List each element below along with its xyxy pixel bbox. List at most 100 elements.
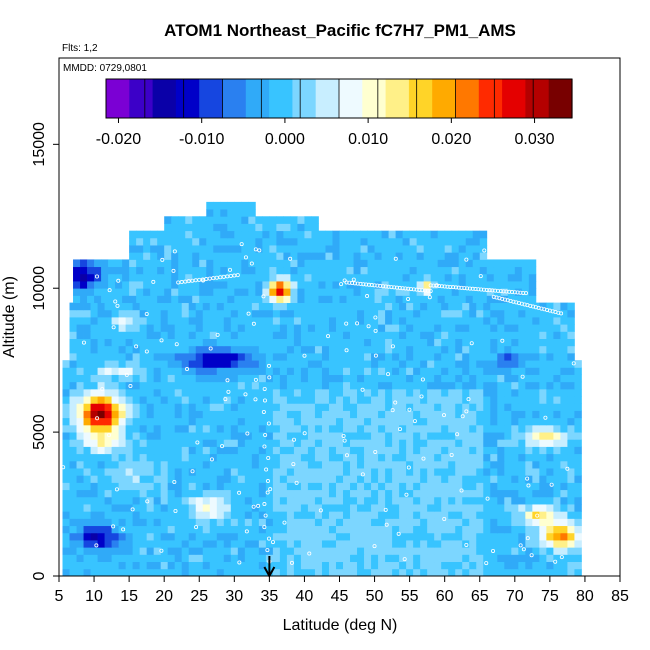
heatmap-cell: [497, 381, 505, 390]
heatmap-cell: [132, 374, 141, 383]
heatmap-cell: [448, 540, 456, 548]
heatmap-cell: [381, 266, 389, 275]
heatmap-cell: [325, 266, 333, 275]
heatmap-cell: [525, 568, 533, 577]
heatmap-cell: [420, 396, 428, 404]
heatmap-cell: [378, 388, 386, 397]
heatmap-cell: [143, 252, 151, 260]
heatmap-cell: [511, 360, 519, 368]
heatmap-cell: [367, 266, 375, 275]
heatmap-cell: [455, 338, 463, 347]
heatmap-cell: [427, 482, 435, 491]
heatmap-cell: [213, 295, 221, 304]
heatmap-cell: [181, 367, 190, 375]
heatmap-cell: [153, 489, 162, 498]
heatmap-cell: [448, 331, 456, 339]
heatmap-cell: [546, 388, 554, 397]
heatmap-cell: [399, 302, 407, 311]
heatmap-cell: [216, 489, 225, 498]
heatmap-cell: [546, 525, 554, 534]
heatmap-cell: [441, 468, 449, 476]
heatmap-cell: [328, 331, 337, 339]
heatmap-cell: [104, 496, 112, 505]
flight-track-point: [427, 295, 432, 300]
heatmap-cell: [437, 230, 446, 239]
heatmap-cell: [125, 367, 134, 375]
heatmap-cell: [188, 381, 197, 390]
heatmap-cell: [455, 475, 463, 483]
heatmap-cell: [441, 489, 449, 498]
heatmap-cell: [230, 496, 239, 505]
heatmap-cell: [532, 331, 540, 339]
heatmap-cell: [353, 273, 361, 282]
heatmap-cell: [104, 309, 112, 318]
heatmap-cell: [413, 525, 421, 534]
heatmap-cell: [350, 381, 358, 390]
heatmap-cell: [378, 403, 386, 411]
heatmap-cell: [62, 439, 70, 447]
flight-track-point: [351, 277, 356, 282]
heatmap-cell: [462, 417, 470, 426]
flight-track-point: [339, 282, 344, 287]
heatmap-cell: [507, 273, 516, 282]
heatmap-cell: [69, 388, 77, 397]
colorbar-swatch: [315, 79, 340, 118]
heatmap-cell: [209, 561, 218, 570]
heatmap-cell: [307, 403, 316, 411]
heatmap-cell: [227, 295, 235, 304]
heatmap-cell: [385, 489, 393, 498]
heatmap-cell: [314, 388, 323, 397]
heatmap-cell: [343, 403, 351, 411]
heatmap-cell: [167, 345, 176, 354]
heatmap-cell: [574, 554, 582, 563]
heatmap-cell: [83, 388, 91, 397]
heatmap-cell: [139, 511, 148, 519]
heatmap-cell: [195, 439, 204, 447]
heatmap-cell: [385, 417, 393, 426]
heatmap-cell: [146, 568, 155, 577]
heatmap-cell: [434, 410, 442, 419]
heatmap-cell: [553, 504, 561, 512]
heatmap-cell: [434, 460, 442, 469]
heatmap-cell: [76, 504, 84, 512]
heatmap-cell: [350, 504, 358, 512]
heatmap-cell: [206, 216, 214, 224]
heatmap-cell: [328, 568, 337, 577]
heatmap-cell: [167, 331, 176, 339]
flight-track-point: [500, 338, 505, 343]
heatmap-cell: [206, 273, 214, 282]
heatmap-cell: [174, 554, 183, 563]
heatmap-cell: [290, 266, 298, 275]
heatmap-cell: [132, 432, 141, 440]
heatmap-cell: [290, 230, 298, 239]
heatmap-cell: [125, 381, 134, 390]
heatmap-cell: [251, 432, 260, 440]
heatmap-cell: [125, 561, 134, 570]
heatmap-cell: [160, 532, 169, 541]
heatmap-cell: [511, 547, 519, 555]
heatmap-cell: [441, 424, 449, 433]
heatmap-cell: [458, 281, 467, 289]
heatmap-cell: [83, 309, 91, 318]
heatmap-cell: [286, 504, 295, 512]
heatmap-cell: [297, 216, 305, 224]
heatmap-cell: [195, 317, 204, 325]
heatmap-cell: [378, 496, 386, 505]
heatmap-cell: [497, 424, 505, 433]
heatmap-cell: [413, 561, 421, 570]
heatmap-cell: [504, 302, 512, 311]
heatmap-cell: [567, 345, 575, 354]
heatmap-cell: [504, 504, 512, 512]
heatmap-cell: [227, 252, 235, 260]
heatmap-cell: [402, 252, 411, 260]
heatmap-cell: [504, 518, 512, 527]
heatmap-cell: [216, 460, 225, 469]
heatmap-cell: [413, 338, 421, 347]
heatmap-cell: [244, 338, 253, 347]
heatmap-cell: [406, 331, 414, 339]
heatmap-cell: [164, 288, 172, 296]
heatmap-cell: [532, 345, 540, 354]
heatmap-cell: [97, 374, 105, 383]
heatmap-cell: [343, 468, 351, 476]
heatmap-cell: [297, 252, 305, 260]
